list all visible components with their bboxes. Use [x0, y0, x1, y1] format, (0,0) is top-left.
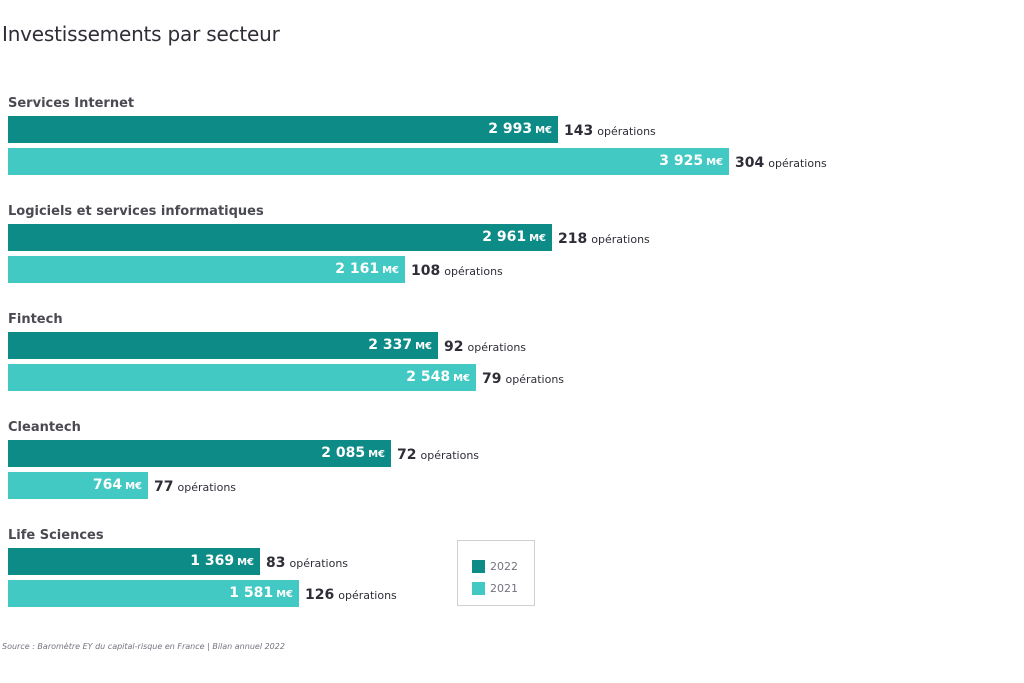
bar-unit-label: M€	[706, 157, 723, 168]
source-note: Source : Baromètre EY du capital-risque …	[2, 642, 285, 651]
bar-unit-label: M€	[125, 481, 142, 492]
bar-2022: 2 961 M€	[8, 224, 552, 251]
operations-label: 77 opérations	[154, 472, 236, 499]
operations-word: opérations	[444, 265, 503, 278]
bar-unit-label: M€	[237, 557, 254, 568]
bar-unit-label: M€	[276, 589, 293, 600]
operations-label: 83 opérations	[266, 548, 348, 575]
operations-label: 79 opérations	[482, 364, 564, 391]
operations-word: opérations	[597, 125, 656, 138]
bar-value-label: 3 925 M€	[659, 153, 723, 169]
legend-item-2022: 2022	[472, 559, 518, 573]
operations-label: 143 opérations	[564, 116, 656, 143]
legend-item-2021: 2021	[472, 581, 518, 595]
operations-count: 77	[154, 479, 174, 495]
operations-label: 126 opérations	[305, 580, 397, 607]
category-label: Fintech	[8, 312, 63, 327]
legend-swatch-2022	[472, 559, 485, 573]
operations-count: 143	[564, 123, 594, 139]
operations-label: 108 opérations	[411, 256, 503, 283]
bar-unit-label: M€	[535, 125, 552, 136]
operations-count: 108	[411, 263, 441, 279]
operations-count: 304	[735, 155, 765, 171]
operations-word: opérations	[591, 233, 650, 246]
bar-2021: 2 548 M€	[8, 364, 476, 391]
bar-unit-label: M€	[382, 265, 399, 276]
bar-2021: 2 161 M€	[8, 256, 405, 283]
bar-2022: 2 337 M€	[8, 332, 438, 359]
operations-word: opérations	[768, 157, 827, 170]
operations-word: opérations	[177, 481, 237, 494]
bar-value-label: 2 085 M€	[321, 445, 385, 461]
operations-word: opérations	[338, 589, 397, 602]
operations-word: opérations	[289, 557, 349, 570]
bar-unit-label: M€	[453, 373, 470, 384]
operations-label: 304 opérations	[735, 148, 827, 175]
bar-unit-label: M€	[529, 233, 546, 244]
bar-unit-label: M€	[415, 341, 432, 352]
operations-count: 92	[444, 339, 464, 355]
operations-word: opérations	[420, 449, 480, 462]
bar-2021: 3 925 M€	[8, 148, 729, 175]
legend: 2022 2021	[457, 540, 535, 606]
bar-value-label: 1 581 M€	[229, 585, 293, 601]
bar-value-label: 764 M€	[92, 477, 142, 493]
bar-unit-label: M€	[368, 449, 385, 460]
operations-count: 126	[305, 587, 335, 603]
operations-label: 92 opérations	[444, 332, 526, 359]
legend-label-2022: 2022	[490, 559, 518, 573]
operations-label: 72 opérations	[397, 440, 479, 467]
bar-2022: 2 993 M€	[8, 116, 558, 143]
operations-label: 218 opérations	[558, 224, 650, 251]
operations-count: 83	[266, 555, 286, 571]
operations-word: opérations	[467, 341, 527, 354]
chart-title: Investissements par secteur	[2, 22, 280, 46]
bar-2022: 1 369 M€	[8, 548, 260, 575]
bar-value-label: 2 548 M€	[406, 369, 470, 385]
bar-2021: 764 M€	[8, 472, 148, 499]
category-label: Services Internet	[8, 96, 135, 111]
bar-2021: 1 581 M€	[8, 580, 299, 607]
operations-count: 79	[482, 371, 502, 387]
operations-count: 218	[558, 231, 588, 247]
category-label: Logiciels et services informatiques	[8, 204, 264, 219]
bar-2022: 2 085 M€	[8, 440, 391, 467]
legend-swatch-2021	[472, 581, 485, 595]
bar-value-label: 2 161 M€	[335, 261, 399, 277]
bar-value-label: 2 993 M€	[488, 121, 552, 137]
bar-value-label: 2 337 M€	[368, 337, 432, 353]
bar-value-label: 1 369 M€	[190, 553, 254, 569]
bar-value-label: 2 961 M€	[482, 229, 546, 245]
category-label: Cleantech	[8, 420, 81, 435]
operations-word: opérations	[505, 373, 565, 386]
operations-count: 72	[397, 447, 417, 463]
category-label: Life Sciences	[8, 528, 104, 543]
legend-label-2021: 2021	[490, 581, 518, 595]
